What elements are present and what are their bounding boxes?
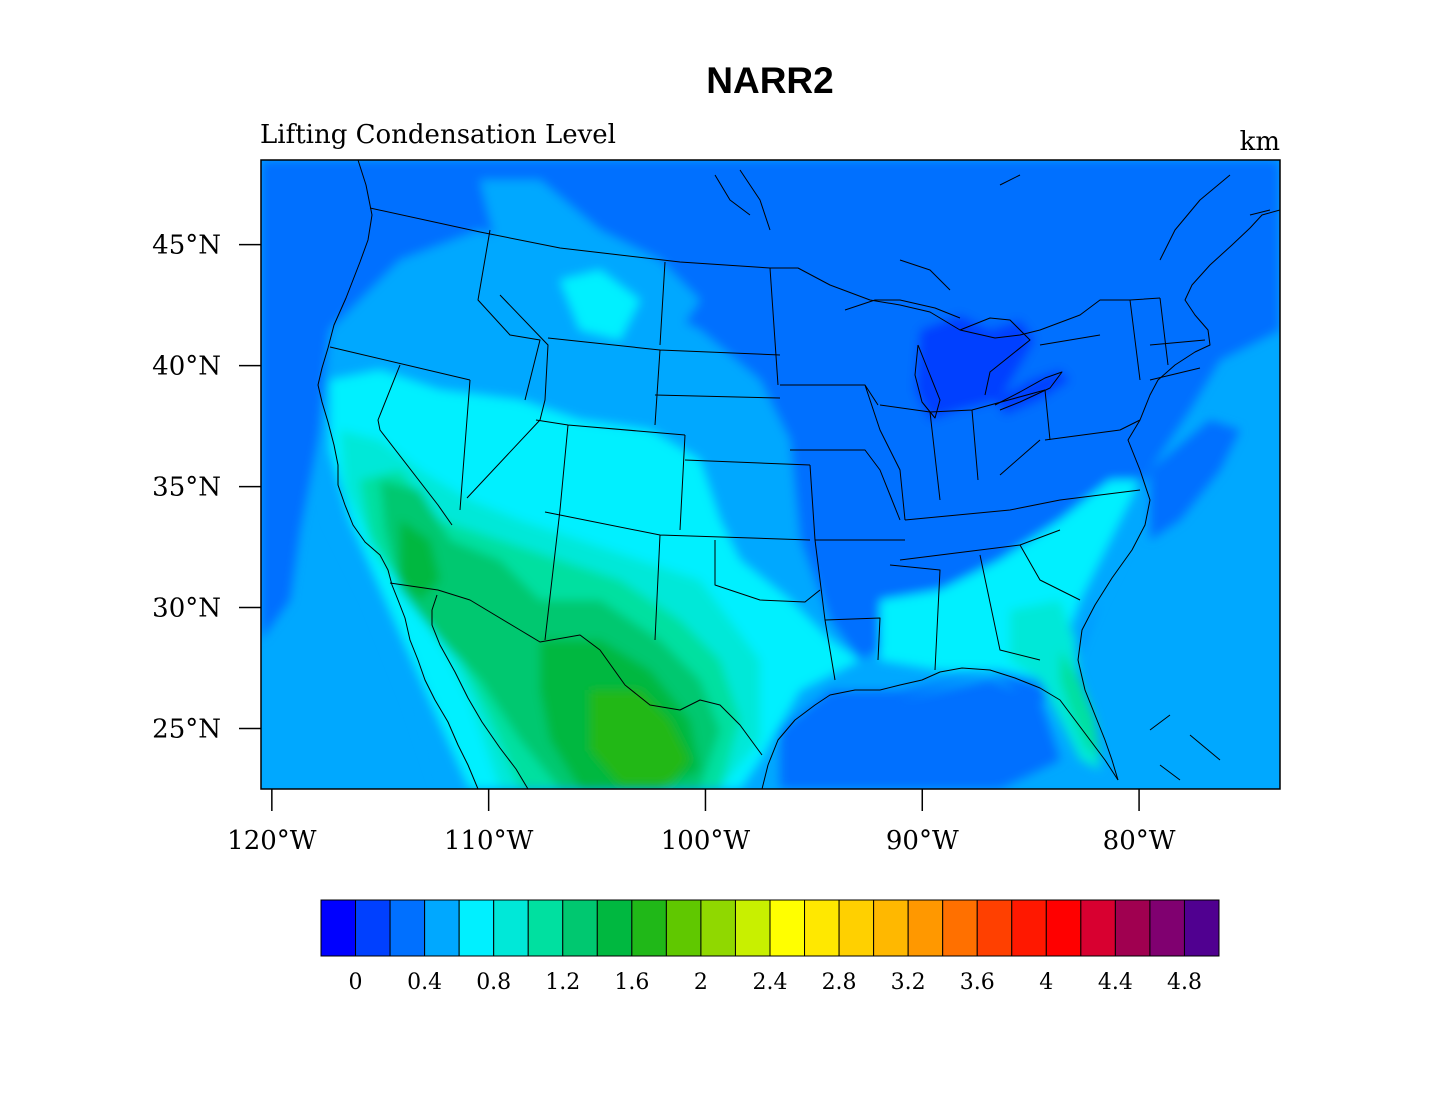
colorbar: 0 0.4 0.8 1.2 1.6 2 2.4 2.8 3.2 3.6 4 4.4 4.8 (320, 899, 1220, 995)
mexico-border (389, 582, 763, 756)
colorbar-swatch (389, 899, 426, 957)
colorbar-swatch (1045, 899, 1082, 957)
mint-florida (1060, 650, 1100, 760)
colorbar-swatch (1149, 899, 1185, 957)
lon-tick-label: 120°W (227, 826, 317, 856)
gulf-coast (761, 667, 1119, 789)
lon-tick-label: 90°W (886, 826, 959, 856)
colorbar-swatch (1183, 899, 1220, 957)
colorbar-swatch (1114, 899, 1151, 957)
colorbar-swatch (804, 899, 840, 957)
colorbar-label: 0.8 (476, 970, 511, 995)
colorbar-label: 1.6 (614, 970, 649, 995)
caribbean-islands (1149, 714, 1221, 781)
gulf-low-region (780, 680, 1060, 789)
colorbar-label: 2 (694, 970, 708, 995)
colorbar-swatch (562, 899, 598, 957)
colorbar-swatch (631, 899, 667, 957)
colorbar-swatch (907, 899, 944, 957)
colorbar-label: 3.6 (960, 970, 995, 995)
colorbar-swatch (1080, 899, 1116, 957)
colorbar-swatch (320, 899, 357, 957)
map-plot (261, 160, 1280, 789)
colorbar-swatch (769, 899, 806, 957)
units-label: km (1240, 127, 1280, 157)
canada-border (369, 207, 1161, 339)
colorbar-swatch (838, 899, 875, 957)
state-lines-east (780, 297, 1206, 681)
colorbar-swatch (527, 899, 564, 957)
colorbar-swatch (596, 899, 633, 957)
lake-michigan-region (915, 315, 1035, 420)
longitude-ticks: 120°W 110°W 100°W 90°W 80°W (227, 789, 1176, 856)
figure-title: NARR2 (706, 60, 833, 101)
colorbar-swatch (873, 899, 909, 957)
baja-gulf-coast (431, 594, 529, 789)
colorbar-label: 0 (349, 970, 363, 995)
intermediate-northern-plains (480, 180, 700, 330)
colorbar-label: 4 (1039, 970, 1053, 995)
colorbar-swatch (734, 899, 771, 957)
colorbar-swatch (493, 899, 529, 957)
darkgreen-mexico (590, 690, 690, 785)
boundaries-layer (317, 160, 1280, 789)
map-frame (260, 159, 1281, 790)
canada-internal (714, 169, 1271, 291)
colorbar-label: 2.4 (753, 970, 788, 995)
lon-tick-label: 100°W (661, 826, 751, 856)
colorbar-label: 4.4 (1098, 970, 1133, 995)
west-coastline (317, 160, 479, 789)
lat-tick-label: 35°N (152, 473, 221, 503)
lat-tick-label: 40°N (152, 352, 221, 382)
great-lakes-outline (844, 299, 1101, 419)
colorbar-label: 1.2 (545, 970, 580, 995)
east-coast-ocean-low (1150, 420, 1240, 540)
colorbar-swatch (665, 899, 702, 957)
colorbar-swatch (1011, 899, 1047, 957)
cyan-southeast (880, 480, 1140, 680)
pacific-low-region (261, 160, 330, 640)
colorbar-swatch (458, 899, 495, 957)
lon-tick-label: 110°W (444, 826, 534, 856)
colorbar-swatch (700, 899, 736, 957)
colorbar-swatch (424, 899, 460, 957)
latitude-ticks: 45°N 40°N 35°N 30°N 25°N (152, 231, 261, 745)
colorbar-swatch (355, 899, 391, 957)
state-lines-west (329, 229, 821, 641)
colorbar-swatch (976, 899, 1013, 957)
lat-tick-label: 30°N (152, 594, 221, 624)
lake-erie-region (995, 370, 1070, 415)
lat-tick-label: 45°N (152, 231, 221, 261)
lon-tick-label: 80°W (1103, 826, 1176, 856)
colorbar-label: 0.4 (407, 970, 442, 995)
colorbar-label: 3.2 (891, 970, 926, 995)
cyan-midwest-patch (560, 270, 640, 340)
colorbar-swatch (942, 899, 978, 957)
lat-tick-label: 25°N (152, 715, 221, 745)
colorbar-label: 4.8 (1167, 970, 1202, 995)
colorbar-label: 2.8 (822, 970, 857, 995)
left-subtitle: Lifting Condensation Level (260, 120, 616, 150)
